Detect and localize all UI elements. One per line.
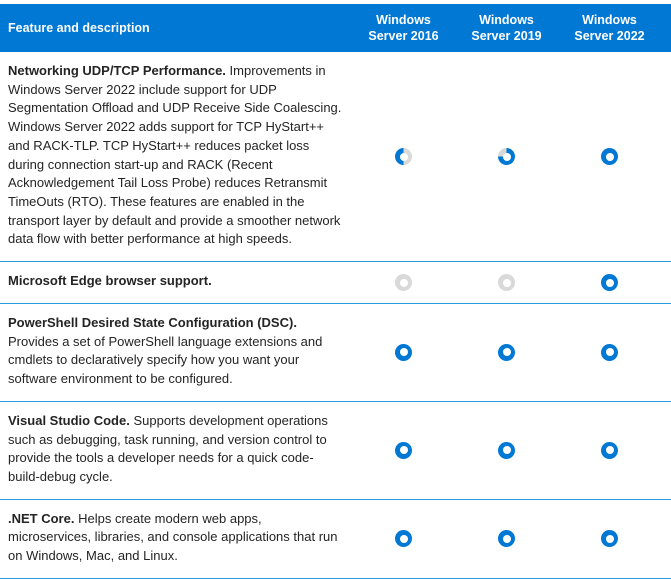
table-row: Visual Studio Code. Supports development…	[0, 402, 671, 500]
feature-title: Microsoft Edge browser support.	[8, 273, 212, 289]
support-cell-2016	[352, 52, 455, 261]
support-cell-2016	[352, 262, 455, 303]
support-ring-icon	[498, 343, 515, 361]
support-cell-2019	[455, 262, 558, 303]
support-ring-icon	[601, 530, 618, 548]
support-ring-icon	[395, 148, 412, 166]
table-header-row: Feature and description Windows Server 2…	[0, 4, 671, 52]
feature-description: Supports development operations such as …	[8, 412, 328, 484]
feature-cell: Networking UDP/TCP Performance. Improvem…	[0, 52, 352, 261]
support-ring-icon	[395, 530, 412, 548]
support-cell-2022	[558, 262, 661, 303]
column-header-server-2022: Windows Server 2022	[574, 12, 645, 43]
support-cell-2019	[455, 304, 558, 401]
table-row: Microsoft Edge browser support.	[0, 262, 671, 304]
support-ring-icon	[601, 343, 618, 361]
support-ring-icon	[601, 441, 618, 459]
feature-cell: .NET Core. Helps create modern web apps,…	[0, 500, 352, 578]
feature-title: Visual Studio Code.	[8, 412, 130, 428]
support-ring-icon	[498, 148, 515, 166]
support-cell-2019	[455, 402, 558, 499]
support-cell-2019	[455, 52, 558, 261]
support-cell-2016	[352, 304, 455, 401]
support-cell-2016	[352, 402, 455, 499]
support-ring-icon	[601, 148, 618, 166]
support-cell-2022	[558, 500, 661, 578]
table-row: Networking UDP/TCP Performance. Improvem…	[0, 52, 671, 263]
feature-description: Provides a set of PowerShell language ex…	[8, 333, 323, 387]
support-cell-2019	[455, 500, 558, 578]
column-header-server-2019: Windows Server 2019	[471, 12, 542, 43]
feature-description: Improvements in Windows Server 2022 incl…	[8, 63, 342, 247]
feature-title: PowerShell Desired State Configuration (…	[8, 314, 297, 330]
support-ring-icon	[498, 530, 515, 548]
support-ring-icon	[601, 274, 618, 292]
table-row: .NET Core. Helps create modern web apps,…	[0, 500, 671, 579]
feature-cell: Visual Studio Code. Supports development…	[0, 402, 352, 499]
support-ring-icon	[395, 274, 412, 292]
column-header-feature: Feature and description	[8, 20, 150, 35]
feature-title: Networking UDP/TCP Performance.	[8, 63, 226, 78]
feature-cell: PowerShell Desired State Configuration (…	[0, 304, 352, 401]
support-ring-icon	[395, 441, 412, 459]
feature-cell: Microsoft Edge browser support.	[0, 262, 352, 303]
support-ring-icon	[498, 274, 515, 292]
support-cell-2022	[558, 402, 661, 499]
support-cell-2022	[558, 304, 661, 401]
feature-title: .NET Core.	[8, 510, 75, 526]
support-cell-2022	[558, 52, 661, 261]
support-ring-icon	[395, 343, 412, 361]
column-header-server-2016: Windows Server 2016	[368, 12, 439, 43]
page: { "colors": { "header_bg": "#0078d4", "h…	[0, 4, 671, 579]
support-cell-2016	[352, 500, 455, 578]
table-row: PowerShell Desired State Configuration (…	[0, 304, 671, 402]
support-ring-icon	[498, 441, 515, 459]
